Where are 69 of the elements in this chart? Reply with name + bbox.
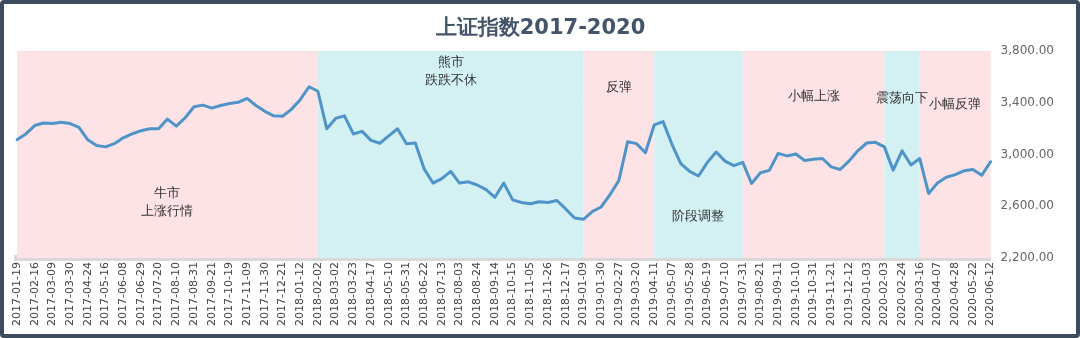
band-label: 震荡向下 xyxy=(876,90,929,106)
x-tick-label: 2018-04-17 xyxy=(363,262,377,327)
x-tick-label: 2019-07-31 xyxy=(735,262,749,327)
x-tick-label: 2020-05-22 xyxy=(965,262,979,327)
x-tick-label: 2018-06-22 xyxy=(416,262,430,327)
x-tick-label: 2017-07-20 xyxy=(151,262,165,327)
x-tick-label: 2019-08-21 xyxy=(753,262,767,327)
x-tick-label: 2018-05-31 xyxy=(399,262,413,327)
x-tick-label: 2020-04-07 xyxy=(930,262,944,327)
x-tick-label: 2020-02-03 xyxy=(877,262,891,327)
x-tick-label: 2019-05-07 xyxy=(664,262,678,327)
band-label: 牛市上涨行情 xyxy=(141,184,194,218)
x-tick-label: 2017-11-09 xyxy=(239,262,253,327)
x-tick-label: 2020-01-03 xyxy=(859,262,873,327)
x-tick-label: 2017-06-08 xyxy=(116,262,130,327)
x-tick-label: 2017-09-21 xyxy=(204,262,218,327)
y-tick-label: 3,400.00 xyxy=(1000,95,1054,110)
y-tick-label: 3,800.00 xyxy=(1000,43,1054,58)
x-tick-label: 2018-01-12 xyxy=(293,262,307,327)
x-tick-label: 2019-07-10 xyxy=(717,262,731,327)
x-tick-label: 2018-08-24 xyxy=(470,262,484,327)
x-tick-label: 2020-06-12 xyxy=(983,262,997,327)
x-tick-label: 2018-03-02 xyxy=(328,262,342,327)
x-tick-label: 2018-07-13 xyxy=(434,262,448,327)
band-label: 阶段调整 xyxy=(672,208,725,224)
x-tick-label: 2019-04-11 xyxy=(647,262,661,327)
x-tick-label: 2019-06-19 xyxy=(700,262,714,327)
x-tick-label: 2020-04-28 xyxy=(948,262,962,327)
x-tick-label: 2019-01-30 xyxy=(594,262,607,327)
y-tick-label: 3,000.00 xyxy=(1000,146,1054,161)
x-tick-label: 2017-11-30 xyxy=(257,262,271,327)
x-tick-label: 2018-08-03 xyxy=(452,262,466,327)
band-label: 小幅反弹 xyxy=(929,96,982,112)
x-tick-label: 2019-03-20 xyxy=(629,262,643,327)
x-tick-label: 2017-04-24 xyxy=(80,262,94,327)
x-tick-label: 2019-10-31 xyxy=(806,262,820,327)
x-tick-label: 2018-10-15 xyxy=(505,262,519,327)
chart-title: 上证指数2017-2020 xyxy=(434,15,646,40)
band-label: 小幅上涨 xyxy=(787,88,840,104)
x-tick-label: 2019-01-09 xyxy=(576,262,590,327)
x-tick-label: 2017-08-10 xyxy=(169,262,183,327)
x-tick-label: 2019-11-21 xyxy=(824,262,838,327)
x-tick-label: 2018-11-26 xyxy=(540,262,554,327)
x-tick-label: 2017-03-09 xyxy=(45,262,59,327)
x-tick-label: 2019-12-12 xyxy=(841,262,855,327)
x-tick-label: 2018-09-14 xyxy=(487,262,501,327)
x-tick-label: 2018-12-17 xyxy=(558,262,572,327)
x-tick-label: 2019-10-10 xyxy=(788,262,802,327)
x-tick-label: 2017-10-19 xyxy=(222,262,236,327)
x-tick-label: 2020-02-24 xyxy=(894,262,908,327)
y-tick-label: 2,200.00 xyxy=(1000,250,1054,265)
x-tick-label: 2017-06-29 xyxy=(133,262,147,327)
x-tick-label: 2018-05-10 xyxy=(381,262,395,327)
y-tick-label: 2,600.00 xyxy=(1000,198,1054,213)
x-tick-label: 2017-08-31 xyxy=(186,262,200,327)
x-tick-label: 2017-05-16 xyxy=(98,262,112,327)
x-tick-label: 2017-01-19 xyxy=(9,262,23,327)
x-tick-label: 2017-03-30 xyxy=(62,262,76,327)
x-tick-label: 2018-03-23 xyxy=(346,262,360,327)
x-tick-label: 2017-12-21 xyxy=(275,262,289,327)
band-label: 反弹 xyxy=(605,79,632,95)
x-tick-label: 2019-09-11 xyxy=(771,262,785,327)
x-tick-label: 2019-02-27 xyxy=(611,262,625,327)
x-tick-label: 2020-03-16 xyxy=(912,262,926,327)
x-tick-label: 2017-02-16 xyxy=(27,262,41,327)
x-tick-label: 2018-11-05 xyxy=(523,262,537,327)
x-tick-label: 2018-02-02 xyxy=(310,262,324,327)
band-label: 熊市跌跌不休 xyxy=(424,53,477,87)
x-tick-label: 2019-05-28 xyxy=(682,262,696,327)
